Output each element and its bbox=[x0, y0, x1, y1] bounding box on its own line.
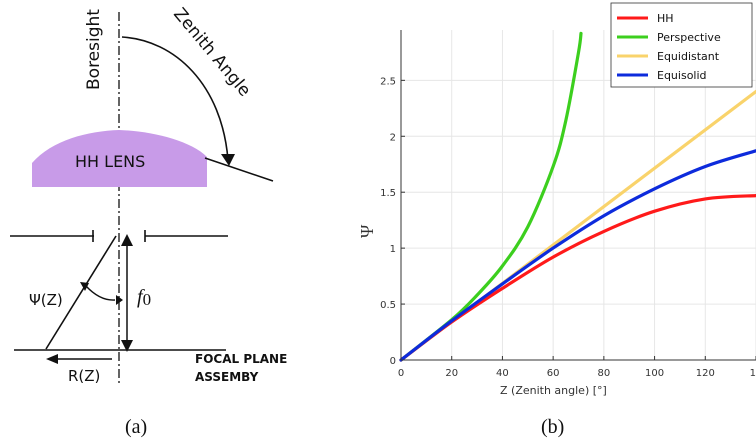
zenith-arc bbox=[121, 36, 229, 161]
psi-arrowhead-right bbox=[116, 295, 123, 305]
f0-arrow-bottom bbox=[121, 340, 133, 352]
series-equisolid-line bbox=[399, 149, 756, 362]
x-axis-label: Z (Zenith angle) [°] bbox=[500, 384, 607, 397]
refracted-ray bbox=[45, 235, 117, 350]
y-tick-label: 1 bbox=[390, 244, 396, 255]
x-tick-label: 100 bbox=[645, 368, 664, 379]
zenith-label: Zenith Angle bbox=[169, 4, 254, 100]
y-tick-label: 2.5 bbox=[380, 76, 396, 87]
incoming-ray bbox=[204, 157, 274, 182]
focal-plane-label-line1: FOCAL PLANE bbox=[195, 352, 287, 366]
legend: HH Perspective Equidistant Equisolid bbox=[610, 2, 753, 88]
curves bbox=[399, 31, 756, 362]
y-tick-label: 0.5 bbox=[380, 300, 396, 311]
hh-lens bbox=[32, 130, 207, 187]
y-tick-label: 2 bbox=[390, 132, 396, 143]
psi-arc bbox=[85, 285, 116, 301]
psi-arrowhead-left bbox=[80, 282, 89, 291]
y-tick-label: 1.5 bbox=[380, 188, 396, 199]
boresight-label: Boresight bbox=[84, 9, 104, 90]
x-tick-label: 20 bbox=[445, 368, 458, 379]
x-tick-label: 14 bbox=[750, 368, 756, 379]
caption-a: (a) bbox=[125, 416, 147, 438]
lens-label: HH LENS bbox=[75, 152, 145, 171]
psi-label: Ψ(Z) bbox=[29, 291, 63, 309]
caption-b: (b) bbox=[541, 416, 564, 438]
x-tick-label: 80 bbox=[597, 368, 610, 379]
y-axis-label: Ψ bbox=[357, 224, 377, 238]
legend-items: HH Perspective Equidistant Equisolid bbox=[617, 12, 721, 82]
y-tick-label: 0 bbox=[390, 356, 396, 367]
legend-label-hh: HH bbox=[657, 12, 674, 25]
x-tick-label: 40 bbox=[496, 368, 509, 379]
rz-arrowhead bbox=[46, 354, 58, 364]
legend-label-equidistant: Equidistant bbox=[657, 50, 720, 63]
x-tick-label: 120 bbox=[696, 368, 715, 379]
f0-arrow-top bbox=[121, 234, 133, 246]
ticks: 0204060801001201400.511.522.5 bbox=[380, 76, 756, 379]
psi-vs-zenith-chart: 0204060801001201400.511.522.5 Z (Zenith … bbox=[357, 2, 756, 438]
legend-label-perspective: Perspective bbox=[657, 31, 721, 44]
focal-plane-label-line2: ASSEMBY bbox=[195, 370, 259, 384]
rz-label: R(Z) bbox=[68, 367, 100, 385]
lens-diagram: Boresight Zenith Angle HH LENS f0 Ψ(Z) bbox=[10, 4, 287, 438]
series-perspective-line bbox=[399, 31, 583, 362]
zenith-arrowhead bbox=[221, 154, 235, 166]
legend-label-equisolid: Equisolid bbox=[657, 69, 707, 82]
x-tick-label: 60 bbox=[547, 368, 560, 379]
x-tick-label: 0 bbox=[398, 368, 404, 379]
f0-label: f0 bbox=[137, 286, 151, 309]
